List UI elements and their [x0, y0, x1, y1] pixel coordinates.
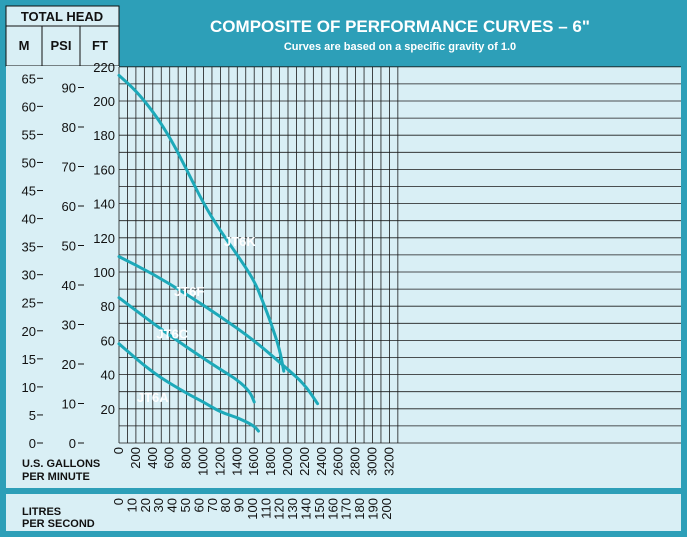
col-psi-label: PSI [51, 38, 72, 53]
psi-tick-label: 70 [62, 159, 76, 174]
chart-title: COMPOSITE OF PERFORMANCE CURVES – 6" [210, 17, 590, 36]
m-tick-label: 20 [22, 324, 36, 339]
gpm-tick-label: 200 [128, 447, 143, 469]
ft-tick-label: 40 [101, 368, 115, 383]
chart-subtitle: Curves are based on a specific gravity o… [284, 41, 516, 53]
m-tick-label: 35 [22, 240, 36, 255]
psi-tick-label: 30 [62, 317, 76, 332]
psi-tick-label: 10 [62, 396, 76, 411]
gpm-tick-label: 1000 [196, 447, 211, 476]
psi-tick-label: 80 [62, 120, 76, 135]
gpm-tick-label: 2000 [280, 447, 295, 476]
gpm-tick-label: 1200 [212, 447, 227, 476]
ft-tick-label: 120 [93, 231, 115, 246]
gpm-tick-label: 2800 [348, 447, 363, 476]
series-label-jt6k: JT6K [224, 234, 256, 249]
gpm-tick-label: 1800 [263, 447, 278, 476]
m-tick-label: 65 [22, 71, 36, 86]
gpm-tick-label: 1600 [246, 447, 261, 476]
lps-axis-label-line1: LITRES [22, 506, 61, 518]
ft-tick-label: 140 [93, 197, 115, 212]
gpm-tick-label: 400 [145, 447, 160, 469]
lps-axis-label-line2: PER SECOND [22, 518, 95, 530]
gpm-tick-label: 3200 [381, 447, 396, 476]
psi-tick-label: 60 [62, 199, 76, 214]
lps-tick-label: 200 [379, 498, 394, 520]
m-tick-label: 5 [29, 408, 36, 423]
ft-tick-label: 100 [93, 265, 115, 280]
psi-tick-label: 90 [62, 80, 76, 95]
title-banner [119, 6, 681, 67]
m-tick-label: 30 [22, 268, 36, 283]
m-tick-label: 60 [22, 99, 36, 114]
col-m-label: M [19, 38, 30, 53]
m-tick-label: 10 [22, 380, 36, 395]
m-tick-label: 15 [22, 352, 36, 367]
ft-tick-label: 200 [93, 94, 115, 109]
gpm-tick-label: 2200 [297, 447, 312, 476]
m-tick-label: 45 [22, 184, 36, 199]
col-ft-label: FT [92, 38, 108, 53]
m-tick-label: 55 [22, 127, 36, 142]
series-label-jt6c: JT6C [156, 327, 188, 342]
m-tick-label: 40 [22, 212, 36, 227]
m-tick-label: 0 [29, 436, 36, 451]
ft-tick-label: 220 [93, 60, 115, 75]
gpm-axis-label-line2: PER MINUTE [22, 471, 90, 483]
gpm-tick-label: 3000 [365, 447, 380, 476]
ft-tick-label: 80 [101, 299, 115, 314]
total-head-label: TOTAL HEAD [21, 9, 103, 24]
ft-tick-label: 20 [101, 402, 115, 417]
ft-tick-label: 160 [93, 162, 115, 177]
series-label-jt6f: JT6F [174, 284, 204, 299]
gpm-tick-label: 0 [111, 447, 126, 454]
m-tick-label: 50 [22, 155, 36, 170]
psi-tick-label: 50 [62, 238, 76, 253]
gpm-tick-label: 2600 [331, 447, 346, 476]
psi-tick-label: 0 [69, 436, 76, 451]
gpm-tick-label: 1400 [229, 447, 244, 476]
gpm-tick-label: 800 [179, 447, 194, 469]
gpm-tick-label: 2400 [314, 447, 329, 476]
ft-tick-label: 60 [101, 333, 115, 348]
gpm-tick-label: 600 [162, 447, 177, 469]
psi-tick-label: 20 [62, 357, 76, 372]
gpm-axis-label-line1: U.S. GALLONS [22, 458, 100, 470]
ft-tick-label: 180 [93, 128, 115, 143]
m-tick-label: 25 [22, 296, 36, 311]
psi-tick-label: 40 [62, 278, 76, 293]
series-label-jt6a: JT6A [137, 390, 169, 405]
